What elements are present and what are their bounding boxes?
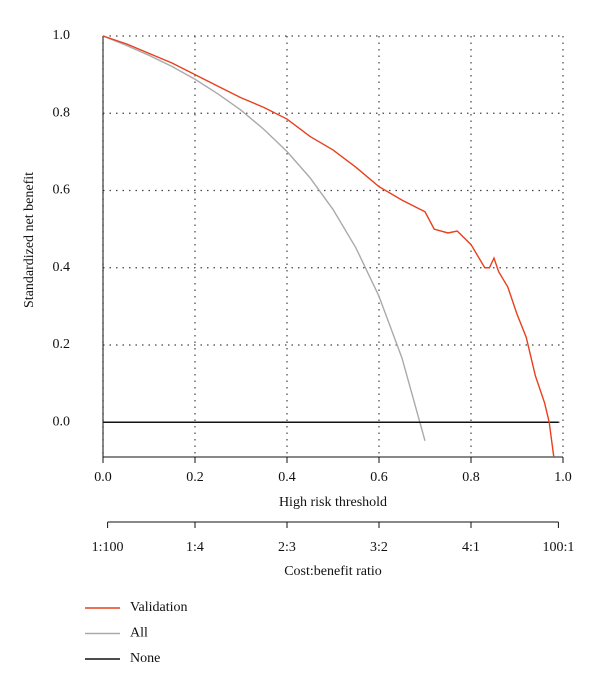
y-tick-label: 0.0 xyxy=(53,414,71,429)
legend-label: None xyxy=(130,651,160,666)
y-axis-label: Standardized net benefit xyxy=(22,172,37,308)
series-line xyxy=(102,35,555,458)
x-tick-label: 0.8 xyxy=(462,470,480,485)
y-tick-label: 0.6 xyxy=(53,183,71,198)
x2-tick-label: 3:2 xyxy=(370,540,388,555)
x2-axis-label: Cost:benefit ratio xyxy=(284,564,382,579)
y-tick-label: 1.0 xyxy=(53,28,71,43)
y-tick-label: 0.2 xyxy=(53,337,71,352)
x2-tick-label: 2:3 xyxy=(278,540,296,555)
legend-label: Validation xyxy=(130,600,188,615)
x-tick-label: 0.0 xyxy=(94,470,112,485)
x-tick-label: 1.0 xyxy=(554,470,572,485)
series-line xyxy=(102,35,426,441)
x2-tick-label: 1:100 xyxy=(92,540,124,555)
legend-label: All xyxy=(130,626,148,641)
y-tick-label: 0.8 xyxy=(53,105,71,120)
x-tick-label: 0.4 xyxy=(278,470,296,485)
y-tick-label: 0.4 xyxy=(53,260,71,275)
x-tick-label: 0.2 xyxy=(186,470,204,485)
x2-tick-label: 4:1 xyxy=(462,540,480,555)
x-tick-label: 0.6 xyxy=(370,470,388,485)
x2-tick-label: 100:1 xyxy=(542,540,574,555)
x-axis-label: High risk threshold xyxy=(279,495,387,510)
x2-tick-label: 1:4 xyxy=(186,540,204,555)
